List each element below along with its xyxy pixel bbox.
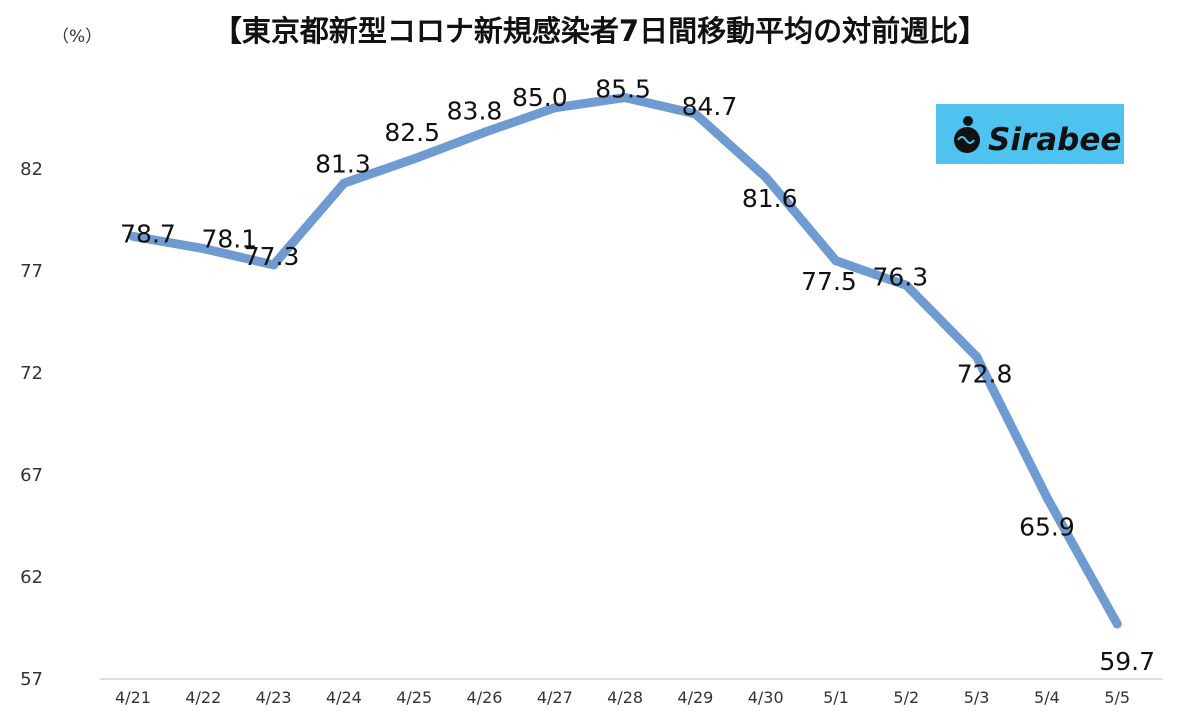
x-tick-label: 4/22 xyxy=(185,688,221,707)
data-point xyxy=(620,93,630,103)
x-tick-label: 5/3 xyxy=(964,688,990,707)
x-tick-label: 5/1 xyxy=(823,688,849,707)
data-point xyxy=(831,256,841,266)
data-point xyxy=(198,244,208,254)
y-axis-unit-label: （%） xyxy=(52,27,102,47)
x-axis: 4/21 4/22 4/23 4/24 4/25 4/26 4/27 4/28 4/29 4/30… xyxy=(115,688,1130,707)
y-tick-label: 72 xyxy=(20,363,43,384)
data-label: 82.5 xyxy=(384,118,440,147)
data-label: 85.0 xyxy=(512,83,568,112)
data-point xyxy=(269,260,279,270)
data-point xyxy=(480,127,489,137)
data-point xyxy=(690,109,700,119)
data-label: 85.5 xyxy=(595,75,651,104)
y-tick-label: 67 xyxy=(20,465,43,486)
data-label: 77.5 xyxy=(801,267,857,296)
x-tick-label: 4/25 xyxy=(396,688,432,707)
data-point xyxy=(1042,492,1052,502)
x-tick-label: 4/24 xyxy=(326,688,362,707)
data-point xyxy=(761,172,771,182)
x-tick-label: 5/5 xyxy=(1104,688,1130,707)
x-tick-label: 5/2 xyxy=(893,688,919,707)
data-point xyxy=(128,231,138,241)
data-point xyxy=(972,352,982,362)
sirabee-logo: Sirabee xyxy=(936,104,1124,164)
y-axis: 57 62 67 72 77 82 xyxy=(20,159,43,690)
data-label: 72.8 xyxy=(957,360,1013,389)
x-tick-label: 4/27 xyxy=(537,688,573,707)
x-tick-label: 4/28 xyxy=(607,688,643,707)
x-tick-label: 4/21 xyxy=(115,688,151,707)
y-tick-label: 57 xyxy=(20,669,43,690)
data-label: 65.9 xyxy=(1019,512,1075,541)
y-tick-label: 82 xyxy=(20,159,43,180)
data-point xyxy=(901,280,911,290)
x-tick-label: 5/4 xyxy=(1034,688,1060,707)
chart-title: 【東京都新型コロナ新規感染者7日間移動平均の対前週比】 xyxy=(213,14,987,48)
sirabee-logo-icon xyxy=(954,116,980,153)
x-tick-label: 4/30 xyxy=(748,688,784,707)
data-label: 83.8 xyxy=(447,96,503,125)
data-label: 77.3 xyxy=(244,242,300,271)
data-label-group: 78.7 78.177.3 81.3 82.583.8 85.0 85.5 84.7 81.6… xyxy=(120,75,1155,676)
data-point xyxy=(339,178,349,188)
x-tick-label: 4/29 xyxy=(677,688,713,707)
data-label: 76.3 xyxy=(872,262,928,291)
x-tick-label: 4/23 xyxy=(256,688,292,707)
data-label: 84.7 xyxy=(682,92,738,121)
data-point xyxy=(550,103,560,113)
y-tick-label: 77 xyxy=(20,261,43,282)
data-label: 81.3 xyxy=(315,149,371,178)
y-tick-label: 62 xyxy=(20,567,43,588)
data-label: 78.7 xyxy=(120,219,176,248)
data-point xyxy=(1112,619,1122,629)
logo-text: Sirabee xyxy=(988,122,1121,158)
data-label: 59.7 xyxy=(1099,647,1155,676)
data-label: 81.6 xyxy=(742,184,798,213)
x-tick-label: 4/26 xyxy=(467,688,503,707)
data-label: 78.1 xyxy=(201,225,257,254)
data-point xyxy=(409,154,419,164)
series-line-group xyxy=(128,93,1122,629)
